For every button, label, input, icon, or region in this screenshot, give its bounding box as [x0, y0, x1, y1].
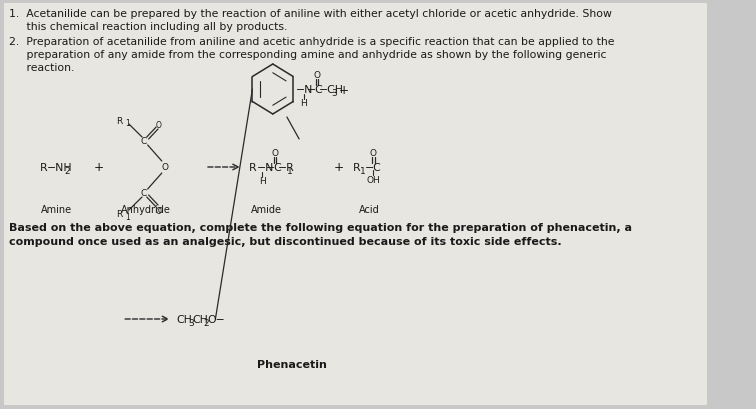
Text: 3: 3 — [332, 89, 337, 98]
Text: 2: 2 — [203, 319, 209, 328]
Text: preparation of any amide from the corresponding amine and anhydride as shown by : preparation of any amide from the corres… — [9, 50, 607, 60]
Text: 1.  Acetanilide can be prepared by the reaction of aniline with either acetyl ch: 1. Acetanilide can be prepared by the re… — [9, 9, 612, 19]
Text: −N: −N — [257, 163, 274, 173]
Text: C: C — [141, 189, 147, 198]
Text: +: + — [334, 161, 344, 174]
Text: R: R — [353, 163, 361, 173]
Text: 1: 1 — [125, 119, 130, 128]
Text: 1: 1 — [287, 167, 293, 176]
Text: compound once used as an analgesic, but discontinued because of its toxic side e: compound once used as an analgesic, but … — [9, 236, 562, 246]
Text: O: O — [156, 120, 162, 129]
Text: H: H — [300, 99, 307, 108]
Text: Acid: Acid — [359, 204, 380, 214]
Text: R: R — [39, 163, 47, 173]
Text: Amine: Amine — [42, 204, 73, 214]
Text: −C: −C — [365, 163, 382, 173]
Text: Based on the above equation, complete the following equation for the preparation: Based on the above equation, complete th… — [9, 222, 633, 232]
Text: 2: 2 — [64, 167, 70, 176]
Text: O: O — [271, 149, 278, 158]
Text: O−: O− — [207, 314, 225, 324]
Text: −C: −C — [307, 85, 324, 95]
Text: Phenacetin: Phenacetin — [257, 359, 327, 369]
Text: R: R — [116, 210, 122, 219]
Text: this chemical reaction including all by products.: this chemical reaction including all by … — [9, 22, 288, 32]
Text: C: C — [141, 137, 147, 146]
Text: O: O — [313, 71, 321, 80]
Text: −C: −C — [266, 163, 283, 173]
Text: −NH: −NH — [47, 163, 73, 173]
Text: −N: −N — [296, 85, 313, 95]
Text: CH: CH — [192, 314, 208, 324]
Text: R: R — [249, 163, 257, 173]
Text: reaction.: reaction. — [9, 63, 75, 73]
Text: O: O — [161, 163, 168, 172]
Text: R: R — [116, 116, 122, 125]
Text: −CH: −CH — [318, 85, 343, 95]
Text: −R: −R — [277, 163, 294, 173]
Text: H: H — [259, 177, 266, 186]
Text: 1: 1 — [361, 167, 366, 176]
Text: Anhydride: Anhydride — [121, 204, 171, 214]
Text: OH: OH — [367, 176, 380, 185]
Text: CH: CH — [177, 314, 193, 324]
FancyBboxPatch shape — [4, 4, 708, 405]
Text: Amide: Amide — [251, 204, 282, 214]
Text: O: O — [156, 207, 162, 216]
Text: 1: 1 — [125, 213, 130, 222]
Text: +: + — [339, 83, 349, 96]
Text: O: O — [370, 149, 377, 158]
Text: 3: 3 — [188, 319, 194, 328]
Text: +: + — [94, 161, 104, 174]
Text: 2.  Preparation of acetanilide from aniline and acetic anhydride is a specific r: 2. Preparation of acetanilide from anili… — [9, 37, 615, 47]
